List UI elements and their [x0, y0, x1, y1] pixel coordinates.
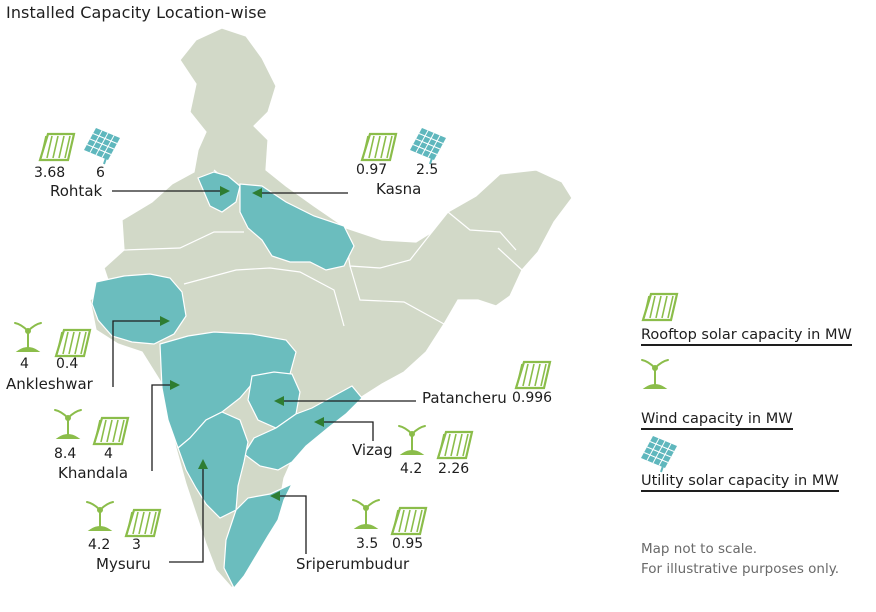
arrow-patancheru: [274, 396, 284, 406]
leader-sriperumbudur: [278, 495, 307, 554]
state-karnataka: [177, 411, 249, 519]
arrow-sriperumbudur: [270, 491, 280, 501]
khandala-rooftop-value: 4: [104, 446, 113, 462]
legend-utility-solar-icon: [640, 435, 678, 473]
patancheru-rooftop-solar-icon: [514, 360, 552, 390]
ankleshwar-rooftop-solar-icon: [54, 328, 92, 358]
khandala-rooftop-solar-icon: [92, 416, 130, 446]
kasna-utility-solar-icon: [409, 127, 447, 165]
leader-mysuru: [169, 467, 204, 563]
location-patancheru: Patancheru: [422, 389, 507, 407]
state-uttar-pradesh: [239, 183, 355, 271]
leader-ankleshwar: [112, 320, 162, 387]
location-vizag: Vizag: [352, 441, 393, 459]
rohtak-utility-value: 6: [96, 165, 105, 181]
mysuru-wind-value: 4.2: [88, 537, 111, 553]
legend-wind-turbine-icon: [641, 359, 669, 389]
location-kasna: Kasna: [376, 180, 422, 198]
vizag-rooftop-value: 2.26: [438, 461, 470, 477]
location-rohtak: Rohtak: [50, 182, 103, 200]
vizag-wind-turbine-icon: [398, 425, 426, 455]
kasna-rooftop-solar-icon: [360, 132, 398, 162]
note-scale: Map not to scale.: [641, 541, 758, 557]
state-andhra-pradesh: [243, 385, 363, 471]
khandala-wind-turbine-icon: [54, 409, 82, 439]
state-tamil-nadu: [223, 482, 294, 590]
leader-vizag: [320, 421, 374, 441]
page-title: Installed Capacity Location-wise: [6, 3, 267, 22]
khandala-wind-value: 8.4: [54, 446, 77, 462]
arrow-vizag: [314, 417, 324, 427]
mysuru-rooftop-value: 3: [132, 537, 141, 553]
arrow-kasna: [252, 188, 262, 198]
kasna-utility-value: 2.5: [416, 162, 439, 178]
arrow-ankleshwar: [160, 316, 170, 326]
legend-rooftop-solar-icon: [641, 292, 679, 322]
ankleshwar-rooftop-value: 0.4: [56, 356, 79, 372]
sriperumbudur-rooftop-value: 0.95: [392, 536, 424, 552]
sriperumbudur-wind-turbine-icon: [352, 499, 380, 529]
leader-khandala: [151, 384, 172, 471]
location-khandala: Khandala: [58, 464, 129, 482]
vizag-wind-value: 4.2: [400, 461, 423, 477]
legend-rooftop-label: Rooftop solar capacity in MW: [641, 327, 852, 346]
arrow-khandala: [170, 380, 180, 390]
location-sriperumbudur: Sriperumbudur: [296, 555, 410, 573]
mysuru-wind-turbine-icon: [86, 501, 114, 531]
state-haryana: [197, 171, 241, 213]
sriperumbudur-rooftop-solar-icon: [390, 506, 428, 536]
ankleshwar-wind-turbine-icon: [14, 322, 42, 352]
rohtak-rooftop-value: 3.68: [34, 165, 66, 181]
rohtak-rooftop-solar-icon: [38, 132, 76, 162]
ankleshwar-wind-value: 4: [20, 356, 29, 372]
location-mysuru: Mysuru: [96, 555, 151, 573]
state-gujarat: [91, 273, 187, 345]
arrow-mysuru: [198, 459, 208, 469]
kasna-rooftop-value: 0.97: [356, 162, 388, 178]
sriperumbudur-wind-value: 3.5: [356, 536, 379, 552]
note-illustrative: For illustrative purposes only.: [641, 561, 840, 577]
rohtak-utility-solar-icon: [83, 127, 121, 165]
mysuru-rooftop-solar-icon: [124, 508, 162, 538]
legend-utility-label: Utility solar capacity in MW: [641, 473, 839, 492]
vizag-rooftop-solar-icon: [436, 430, 474, 460]
location-ankleshwar: Ankleshwar: [6, 375, 93, 393]
arrow-rohtak: [220, 186, 230, 196]
legend-wind-label: Wind capacity in MW: [641, 411, 793, 430]
patancheru-rooftop-value: 0.996: [512, 390, 553, 406]
